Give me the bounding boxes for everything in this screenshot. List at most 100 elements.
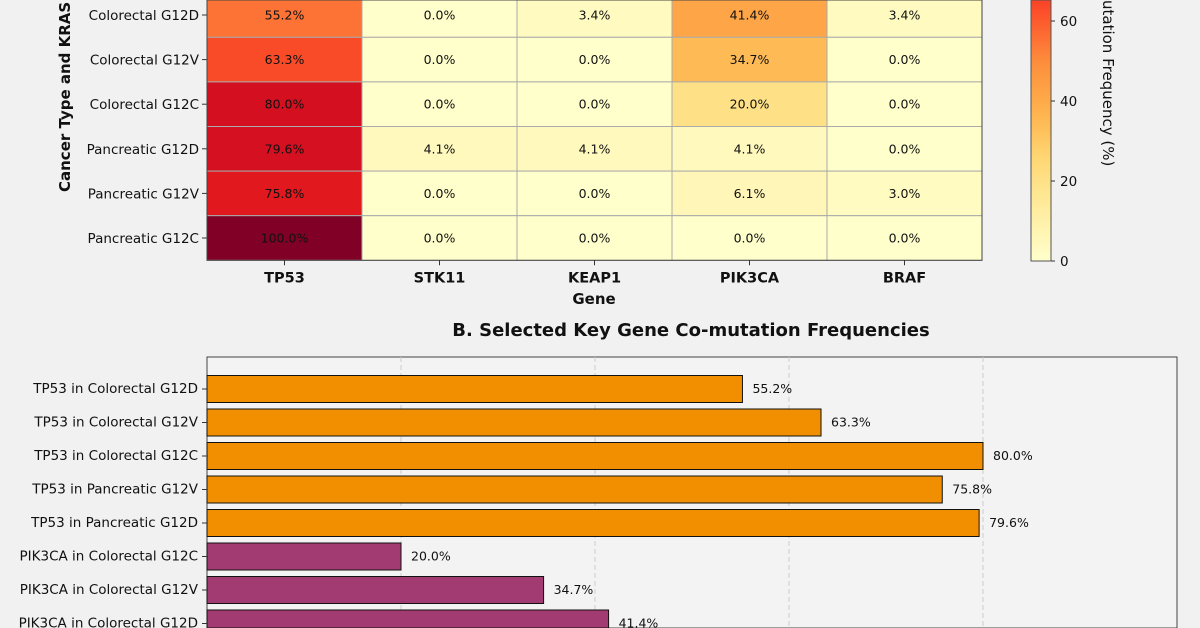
bar-category-label: TP53 in Colorectal G12V [33,415,198,431]
bar-category-label: TP53 in Colorectal G12C [33,448,198,464]
row-label: Pancreatic G12C [88,231,199,247]
bar [206,408,822,437]
cell-label: 0.0% [579,97,611,112]
cell-label: 63.3% [265,52,305,67]
cell-label: 3.0% [889,186,921,201]
cell-label: 0.0% [889,231,921,246]
bar-value-label: 20.0% [411,549,451,564]
heatmap-cell [516,126,673,172]
bar [206,375,743,403]
cell-label: 3.4% [889,8,921,23]
heatmap-cell [361,81,518,127]
heatmap-cell [826,126,983,172]
heatmap-cell [361,170,518,217]
heatmap-cell [516,81,673,127]
heatmap-cell [671,170,828,217]
heatmap-cell [206,170,363,217]
heatmap-cell [516,36,673,83]
colorbar-tick-label: 60 [1060,14,1077,30]
bar-value-label: 63.3% [831,415,871,430]
bar-category-label: PIK3CA in Colorectal G12C [20,549,198,565]
cell-label: 20.0% [730,97,770,112]
bar-category-label: TP53 in Colorectal G12D [32,381,198,397]
bar-value-label: 75.8% [952,482,992,497]
bar [206,542,402,571]
cell-label: 3.4% [579,8,611,23]
heatmap-cell [206,215,363,261]
bar-value-label: 79.6% [989,515,1029,530]
bar-chart-title: B. Selected Key Gene Co-mutation Frequen… [452,320,929,341]
bar-category-label: TP53 in Pancreatic G12V [31,482,198,498]
column-label: TP53 [264,270,305,286]
heatmap-cell [361,126,518,172]
heatmap-cell [361,0,518,38]
heatmap-cell [671,0,828,38]
colorbar-tick-label: 40 [1060,94,1077,110]
colorbar-label: utation Frequency (%) [1099,0,1117,166]
bar [206,576,545,604]
cell-label: 34.7% [730,52,770,67]
cell-label: 6.1% [734,186,766,201]
cell-label: 79.6% [265,141,305,156]
cell-label: 80.0% [265,97,305,112]
cell-label: 55.2% [265,8,305,23]
bar-category-label: PIK3CA in Colorectal G12V [20,582,199,598]
heatmap-cell [206,0,363,38]
heatmap-cell [826,170,983,217]
bar [206,475,943,504]
heatmap-xlabel: Gene [572,290,615,308]
bar [206,442,984,470]
bar-category-label: TP53 in Pancreatic G12D [30,515,198,531]
row-label: Pancreatic G12D [87,142,199,158]
heatmap-cell [671,36,828,83]
cell-label: 0.0% [424,8,456,23]
heatmap-cell [206,126,363,172]
colorbar-fill [1030,0,1052,262]
cell-label: 100.0% [261,231,309,246]
bar-category-label: PIK3CA in Colorectal G12D [19,616,198,628]
cell-label: 0.0% [889,97,921,112]
cell-label: 0.0% [424,97,456,112]
cell-label: 0.0% [424,231,456,246]
cell-label: 0.0% [424,186,456,201]
bar-value-label: 41.4% [619,616,659,628]
row-label: Pancreatic G12V [88,186,200,202]
cell-label: 0.0% [579,52,611,67]
row-label: Colorectal G12C [90,97,199,113]
column-label: BRAF [883,270,926,286]
cell-label: 0.0% [579,186,611,201]
cell-label: 0.0% [889,141,921,156]
heatmap-cell [671,215,828,261]
cell-label: 0.0% [424,52,456,67]
row-label: Colorectal G12V [90,53,200,69]
colorbar-tick-label: 0 [1060,254,1069,270]
colorbar: 0 20 40 60 [1030,0,1077,270]
heatmap-cell [516,0,673,38]
cell-label: 4.1% [579,141,611,156]
column-label: STK11 [414,270,466,286]
cell-label: 4.1% [734,141,766,156]
cell-label: 41.4% [730,8,770,23]
cell-label: 0.0% [889,52,921,67]
bar [206,609,610,628]
heatmap: 55.2% 0.0% 3.4% 41.4% 3.4% Colorectal G12D 63.… [87,0,983,286]
bar-value-label: 34.7% [554,582,594,597]
row-label: Colorectal G12D [89,8,199,24]
heatmap-cell [516,215,673,261]
cell-label: 75.8% [265,186,305,201]
column-label: PIK3CA [720,270,780,286]
column-label: KEAP1 [568,270,621,286]
heatmap-cell [826,36,983,83]
bar [206,509,980,537]
bar-value-label: 80.0% [993,448,1033,463]
cell-label: 4.1% [424,141,456,156]
bar-chart: 55.2% TP53 in Colorectal G12D 63.3% TP53 in… [19,356,1178,628]
heatmap-cell [516,170,673,217]
heatmap-cell [826,0,983,38]
cell-label: 0.0% [734,231,766,246]
heatmap-cell [826,81,983,127]
bar-value-label: 55.2% [752,381,792,396]
heatmap-ylabel: Cancer Type and KRAS [56,2,74,192]
colorbar-tick-label: 20 [1060,174,1077,190]
